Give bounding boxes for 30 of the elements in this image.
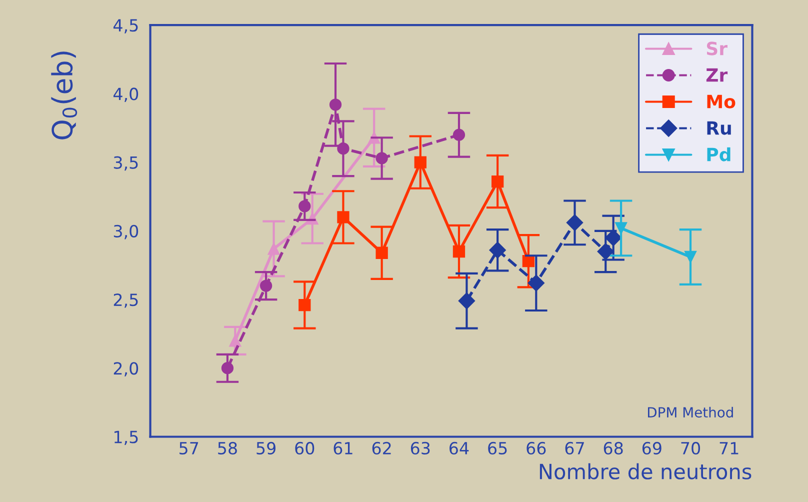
x-tick-label: 64 [450,442,469,454]
legend-label: Ru [707,121,731,135]
y-tick-label: 2,5 [114,293,138,308]
y-tick-label: 4,5 [113,19,138,34]
y-axis-title: Q$_{0}$(eb) [51,52,78,140]
legend-label: Sr [706,42,728,56]
x-tick-label: 59 [256,442,276,454]
x-tick-label: 71 [720,442,738,454]
legend-label: Pd [707,147,730,162]
x-tick-label: 67 [565,442,584,454]
legend-label: Zr [706,68,728,82]
y-tick-label: 2,0 [114,362,138,376]
x-tick-label: 60 [295,442,314,454]
x-tick-label: 63 [410,442,430,454]
x-tick-label: 65 [488,442,507,454]
x-tick-label: 69 [642,442,662,454]
legend-label: Mo [707,94,736,108]
y-tick-label: 3,5 [114,156,138,171]
y-tick-label: 1,5 [114,430,138,446]
x-tick-label: 61 [334,442,352,454]
y-tick-label: 4,0 [113,88,138,102]
x-tick-label: 62 [372,442,391,454]
x-tick-label: 68 [604,442,623,454]
x-tick-label: 58 [218,442,237,454]
y-tick-label: 3,0 [114,224,138,240]
x-tick-label: 70 [681,442,700,454]
annotation: DPM Method [648,406,733,418]
x-tick-label: 57 [180,442,198,454]
x-axis-title: Nombre de neutrons [540,463,752,480]
x-tick-label: 66 [526,442,546,454]
